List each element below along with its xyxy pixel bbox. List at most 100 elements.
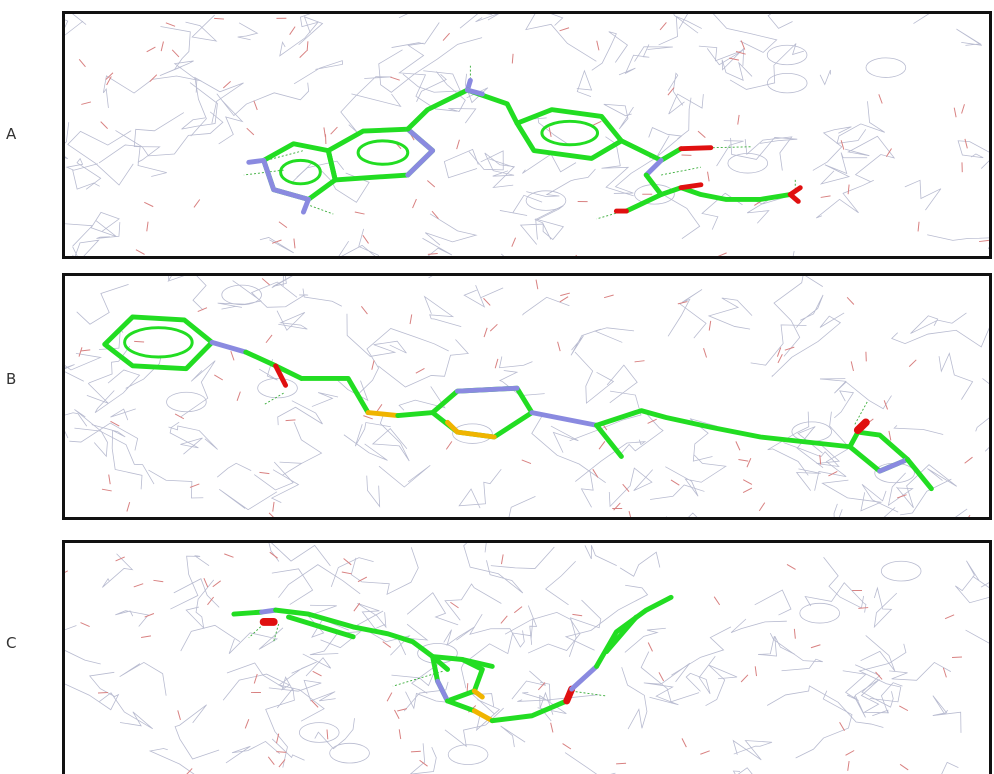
hbond-lines — [248, 623, 607, 697]
protein-carbonyl-bond — [174, 413, 185, 420]
protein-backbone-segment — [279, 421, 323, 476]
protein-backbone-segment — [889, 661, 952, 681]
protein-carbonyl-bond — [681, 738, 687, 748]
protein-carbonyl-bond — [341, 571, 352, 575]
protein-aromatic-ring — [766, 72, 808, 94]
protein-carbonyl-bond — [134, 340, 145, 343]
protein-backbone-segment — [668, 93, 704, 115]
protein-carbonyl-bond — [500, 554, 504, 565]
protein-backbone-segment — [148, 748, 195, 774]
protein-wireframe — [65, 543, 989, 774]
protein-backbone-segment — [72, 169, 100, 190]
protein-backbone-segment — [110, 408, 136, 421]
protein-carbonyl-bond — [592, 468, 599, 478]
protein-backbone-segment — [814, 411, 851, 491]
protein-backbone-segment — [584, 545, 617, 566]
protein-carbonyl-bond — [746, 457, 752, 468]
ligand-structure-c — [231, 594, 674, 724]
protein-carbonyl-bond — [259, 471, 270, 475]
protein-backbone-segment — [853, 678, 889, 718]
protein-backbone-segment — [613, 135, 670, 194]
protein-backbone-segment — [603, 103, 634, 130]
protein-carbonyl-bond — [106, 76, 112, 86]
protein-carbonyl-bond — [236, 391, 241, 401]
protein-carbonyl-bond — [353, 602, 361, 612]
protein-backbone-segment — [766, 685, 884, 728]
ligand-bonds — [231, 594, 674, 724]
protein-carbonyl-bond — [494, 358, 499, 369]
protein-backbone-segment — [219, 488, 278, 511]
protein-backbone-segment — [271, 568, 314, 605]
protein-carbonyl-bond — [141, 635, 152, 638]
protein-backbone-segment — [834, 390, 855, 419]
protein-carbonyl-bond — [253, 673, 258, 684]
protein-carbonyl-bond — [613, 502, 621, 511]
protein-backbone-segment — [371, 414, 410, 462]
protein-backbone-segment — [650, 484, 705, 500]
protein-backbone-segment — [795, 468, 821, 491]
protein-carbonyl-bond — [535, 279, 539, 290]
protein-carbonyl-bond — [729, 57, 740, 61]
protein-backbone-segment — [685, 655, 716, 695]
phenyl-ring — [102, 314, 215, 372]
protein-backbone-segment — [504, 611, 581, 654]
protein-carbonyl-bond — [115, 556, 125, 562]
protein-carbonyl-bond — [276, 751, 287, 753]
protein-carbonyl-bond — [186, 768, 193, 774]
protein-backbone-segment — [302, 653, 332, 677]
protein-backbone-segment — [796, 426, 824, 468]
protein-carbonyl-bond — [647, 418, 657, 424]
protein-backbone-segment — [265, 687, 295, 768]
protein-aromatic-ring — [799, 602, 840, 624]
docking-panel-a — [62, 11, 992, 259]
protein-carbonyl-bond — [858, 607, 869, 609]
protein-backbone-segment — [96, 222, 121, 239]
protein-backbone-segment — [490, 546, 555, 569]
protein-backbone-segment — [356, 610, 411, 656]
docking-panel-c — [62, 540, 992, 774]
hbond-lines — [263, 392, 869, 425]
protein-backbone-segment — [716, 140, 744, 167]
protein-carbonyl-bond — [133, 583, 144, 588]
protein-backbone-segment — [732, 767, 753, 774]
protein-backbone-segment — [464, 73, 489, 104]
protein-backbone-segment — [819, 378, 892, 410]
protein-backbone-segment — [678, 14, 778, 53]
protein-carbonyl-bond — [878, 94, 883, 104]
protein-backbone-segment — [855, 664, 894, 708]
panel-label-a: A — [6, 125, 17, 143]
protein-backbone-segment — [773, 276, 823, 357]
protein-carbonyl-bond — [108, 474, 111, 485]
protein-carbonyl-bond — [343, 558, 352, 566]
protein-backbone-segment — [618, 44, 650, 76]
protein-carbonyl-bond — [968, 514, 971, 517]
protein-backbone-segment — [873, 586, 898, 629]
protein-carbonyl-bond — [758, 502, 766, 512]
protein-carbonyl-bond — [197, 307, 208, 312]
protein-backbone-segment — [795, 690, 853, 759]
protein-backbone-segment — [767, 14, 793, 29]
protein-carbonyl-bond — [754, 666, 758, 677]
protein-backbone-segment — [378, 465, 431, 488]
protein-backbone-segment — [574, 351, 615, 404]
protein-backbone-segment — [893, 425, 944, 435]
protein-backbone-segment — [74, 409, 108, 458]
protein-backbone-segment — [729, 43, 805, 90]
ligand-bonds — [102, 314, 934, 492]
protein-backbone-segment — [405, 691, 457, 710]
protein-background-a — [65, 14, 989, 256]
protein-backbone-segment — [366, 475, 381, 508]
protein-carbonyl-bond — [78, 347, 83, 357]
protein-backbone-segment — [575, 439, 647, 482]
protein-carbonyl-bond — [397, 708, 407, 712]
protein-backbone-segment — [270, 469, 300, 504]
protein-backbone-segment — [564, 584, 649, 651]
protein-carbonyl-bond — [776, 347, 782, 357]
protein-backbone-segment — [277, 400, 323, 426]
protein-backbone-segment — [181, 82, 218, 130]
protein-carbonyl-bond — [616, 762, 627, 765]
protein-backbone-segment — [102, 553, 134, 588]
protein-carbonyl-bond — [442, 32, 450, 41]
protein-backbone-segment — [443, 148, 479, 179]
protein-backbone-segment — [910, 312, 967, 334]
